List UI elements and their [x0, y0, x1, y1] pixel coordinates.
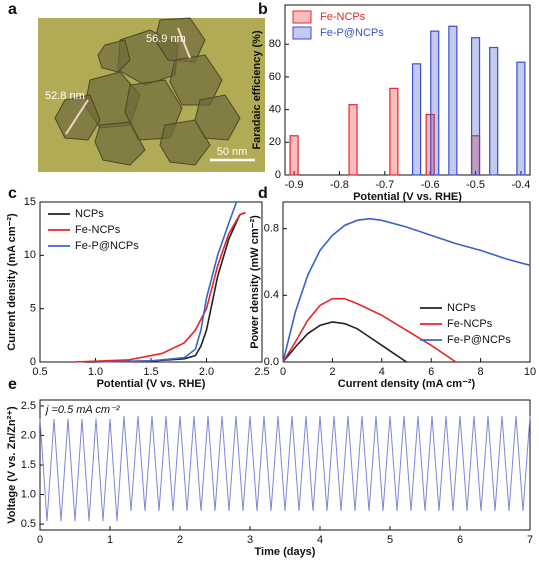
x-tick-label: 2.0: [199, 366, 214, 378]
x-tick-label: -0.6: [421, 179, 440, 191]
bar: [448, 25, 458, 176]
y-tick-label: 1.0: [21, 488, 36, 500]
x-tick-label: -0.8: [330, 179, 349, 191]
line: [282, 217, 531, 363]
y-axis-title: Power density (mW cm⁻²): [249, 215, 261, 349]
y-tick-label: 2.0: [21, 429, 36, 441]
y-tick-label: 2.5: [21, 400, 36, 412]
x-tick-label: 5: [387, 534, 393, 546]
bar: [348, 104, 358, 176]
bar: [411, 63, 422, 176]
y-tick-label: 0.5: [21, 518, 36, 530]
tem-image: 56.9 nm 52.8 nm 50 nm: [38, 17, 265, 172]
line: [282, 321, 407, 363]
legend-label: Fe-P@NCPs: [447, 334, 511, 346]
x-tick-label: 1.0: [88, 366, 103, 378]
y-tick-label: 80: [269, 38, 281, 50]
y-tick-label: 1.5: [21, 459, 36, 471]
y-tick-label: 15: [24, 196, 36, 208]
x-tick-label: 2: [177, 534, 183, 546]
x-tick-label: 3: [247, 534, 253, 546]
y-tick-label: 40: [269, 104, 281, 116]
panel-label: c: [8, 185, 17, 202]
y-axis-title: Voltage (V vs. Zn/Zn²⁺): [6, 406, 18, 524]
x-tick-label: -0.5: [466, 179, 485, 191]
y-tick-label: 0: [30, 356, 36, 368]
panel-label: e: [8, 376, 17, 393]
legend-label: Fe-NCPs: [75, 224, 121, 236]
x-tick-label: 1: [107, 534, 113, 546]
x-tick-label: 1.5: [143, 366, 158, 378]
y-axis-title: Faradaic efficiency (%): [251, 30, 263, 150]
legend-label: Fe-NCPs: [447, 318, 493, 330]
annotation: j =0.5 mA cm⁻²: [44, 404, 120, 416]
plot-frame: [284, 4, 531, 176]
x-axis-title: Potential (V vs. RHE): [97, 378, 206, 390]
x-tick-label: 2.5: [254, 366, 269, 378]
legend-label: Fe-P@NCPs: [320, 27, 384, 39]
legend-swatch: [292, 10, 312, 24]
legend-swatch: [292, 26, 312, 40]
y-tick-label: 0.8: [264, 223, 279, 235]
size-annotation: 56.9 nm: [146, 33, 186, 45]
measure-line: [65, 99, 89, 135]
x-axis-title: Time (days): [255, 546, 316, 558]
bar: [470, 37, 481, 176]
bar: [289, 135, 299, 176]
x-tick-label: 0: [37, 534, 43, 546]
bar: [389, 87, 399, 176]
bar: [516, 61, 526, 176]
x-tick-label: -0.4: [511, 179, 530, 191]
x-tick-label: 2: [329, 366, 335, 378]
size-annotation: 52.8 nm: [45, 90, 85, 102]
legend-label: NCPs: [447, 302, 476, 314]
x-tick-label: 4: [317, 534, 323, 546]
x-tick-label: 8: [478, 366, 484, 378]
panel-label: d: [258, 185, 268, 202]
x-tick-label: -0.7: [375, 179, 394, 191]
x-axis-title: Potential (V vs. RHE): [353, 191, 462, 203]
y-tick-label: 60: [269, 71, 281, 83]
line: [282, 297, 457, 363]
panel-label: a: [8, 1, 17, 18]
line: [95, 201, 238, 363]
line: [39, 415, 531, 522]
y-tick-label: 0.4: [264, 289, 279, 301]
y-tick-label: 0: [275, 169, 281, 181]
x-tick-label: 7: [527, 534, 533, 546]
legend-label: Fe-P@NCPs: [75, 240, 139, 252]
panel-label: b: [258, 1, 268, 18]
bar: [489, 46, 499, 176]
x-axis-title: Current density (mA cm⁻²): [338, 378, 476, 390]
x-tick-label: 6: [428, 366, 434, 378]
x-tick-label: -0.9: [285, 179, 304, 191]
x-tick-label: 4: [379, 366, 385, 378]
y-tick-label: 5: [30, 303, 36, 315]
bar: [430, 30, 440, 176]
x-tick-label: 10: [524, 366, 536, 378]
measure-line: [177, 27, 191, 59]
scale-bar-label: 50 nm: [217, 146, 248, 158]
x-tick-label: 6: [457, 534, 463, 546]
y-tick-label: 10: [24, 249, 36, 261]
line: [73, 211, 246, 363]
x-tick-label: 0.5: [32, 366, 47, 378]
plot-frame: [39, 201, 263, 363]
legend-label: NCPs: [75, 208, 104, 220]
y-tick-label: 20: [269, 136, 281, 148]
y-axis-title: Current density (mA cm⁻²): [6, 213, 18, 351]
x-tick-label: 0: [280, 366, 286, 378]
legend-label: Fe-NCPs: [320, 11, 366, 23]
y-tick-label: 0.0: [264, 356, 279, 368]
